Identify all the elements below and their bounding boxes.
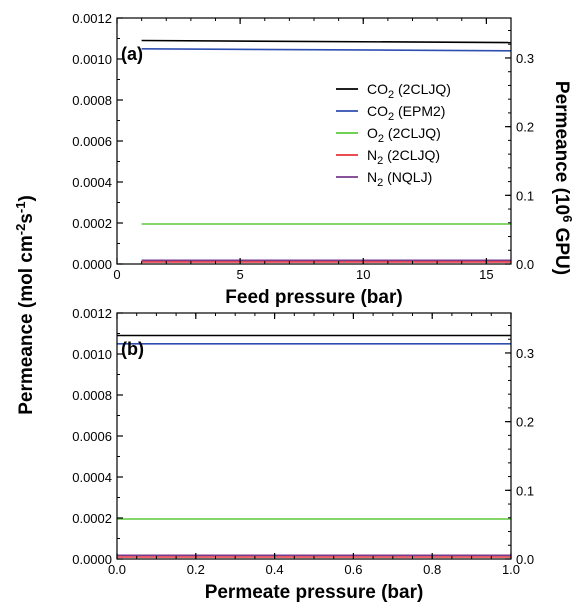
y-tick-label: 0.0012 — [72, 306, 112, 321]
y2-tick-label: 0.1 — [516, 483, 534, 498]
legend-entry: N2 (2CLJQ) — [367, 147, 440, 167]
legend-entry: CO2 (2CLJQ) — [367, 81, 451, 101]
x-axis-label: Permeate pressure (bar) — [205, 582, 424, 603]
plot-frame — [116, 312, 512, 560]
x-tick-label: 0.6 — [344, 562, 362, 577]
x-tick-label: 0.4 — [266, 562, 284, 577]
y-tick-label: 0.0006 — [72, 134, 112, 149]
y-tick-label: 0.0006 — [72, 429, 112, 444]
x-tick-label: 0.2 — [187, 562, 205, 577]
y2-tick-label: 0.2 — [516, 120, 534, 135]
x-tick-label: 1.0 — [502, 562, 520, 577]
panel-label: (a) — [121, 44, 143, 64]
panel-label: (b) — [121, 339, 144, 359]
series-line-2 — [141, 48, 512, 52]
y2-tick-label: 0.2 — [516, 415, 534, 430]
y-tick-label: 0.0010 — [72, 347, 112, 362]
x-tick-label: 10 — [356, 267, 370, 282]
y2-tick-label: 0.1 — [516, 188, 534, 203]
y-tick-label: 0.0000 — [72, 552, 112, 567]
x-tick-label: 5 — [237, 267, 244, 282]
x-axis-label: Feed pressure (bar) — [225, 287, 402, 308]
y-tick-label: 0.0004 — [72, 175, 112, 190]
y-tick-label: 0.0002 — [72, 511, 112, 526]
panel-b: 0.0 0.2 0.4 0.6 0.8 1.00.00000.00020.00040.00… — [72, 306, 534, 603]
y2-tick-label: 0.3 — [516, 346, 534, 361]
series-line-1 — [141, 39, 512, 44]
y-tick-label: 0.0008 — [72, 388, 112, 403]
x-tick-label: 0 — [113, 267, 120, 282]
panel-a: 0 5 10 150.00000.00020.00040.00060.00080.00… — [72, 11, 534, 308]
y-tick-label: 0.0012 — [72, 11, 112, 26]
y2-tick-label: 0.0 — [516, 552, 534, 567]
y2-tick-label: 0.0 — [516, 257, 534, 272]
y-tick-label: 0.0008 — [72, 93, 112, 108]
x-tick-label: 0.8 — [423, 562, 441, 577]
y-tick-label: 0.0002 — [72, 216, 112, 231]
x-tick-label: 0.0 — [108, 562, 126, 577]
legend: CO2 (2CLJQ)CO2 (EPM2)O2 (2CLJQ)N2 (2CLJQ… — [336, 81, 451, 189]
legend-entry: CO2 (EPM2) — [367, 103, 445, 123]
y-tick-label: 0.0000 — [72, 257, 112, 272]
y2-tick-label: 0.3 — [516, 51, 534, 66]
y-tick-label: 0.0004 — [72, 470, 112, 485]
legend-entry: O2 (2CLJQ) — [367, 125, 441, 145]
x-tick-label: 15 — [479, 267, 493, 282]
secondary-y-axis-label: Permeance (106 GPU) — [551, 81, 572, 275]
y-axis-label: Permeance (mol cm-2s-1) — [13, 195, 37, 415]
plot-frame — [116, 17, 512, 265]
legend-entry: N2 (NQLJ) — [367, 169, 432, 189]
y-tick-label: 0.0010 — [72, 52, 112, 67]
